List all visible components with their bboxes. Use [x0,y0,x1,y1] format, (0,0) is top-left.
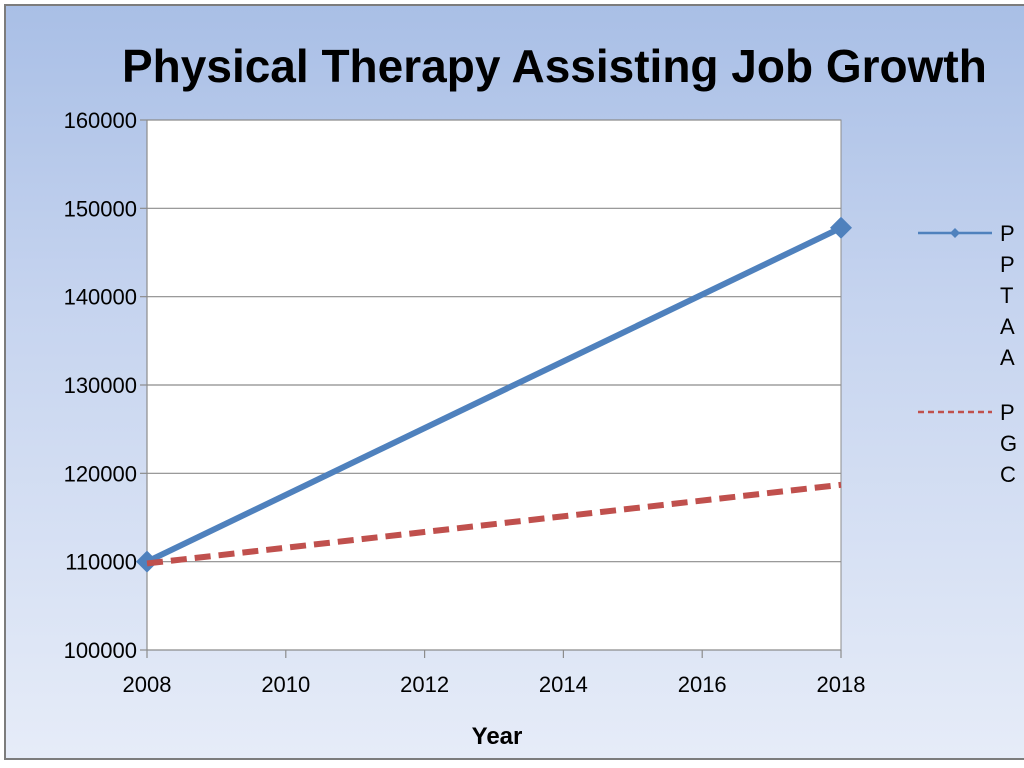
x-tick-label: 2010 [261,672,310,697]
legend-series-2-label: C [1000,462,1016,487]
x-axis-ticks: 2008 2010 2012 2014 2016 2018 [123,650,866,697]
legend-series-1-label: P [1000,252,1015,277]
line-chart: Physical Therapy Assisting Job Growth 10… [64,40,1018,750]
x-tick-label: 2008 [123,672,172,697]
gridlines [147,119,841,563]
y-tick-label: 150000 [64,196,137,221]
y-tick-label: 120000 [64,461,137,486]
x-tick-label: 2016 [678,672,727,697]
chart-title: Physical Therapy Assisting Job Growth [122,40,987,92]
legend-series-2-label: G [1000,431,1017,456]
x-tick-label: 2014 [539,672,588,697]
series-1-line [145,225,843,565]
y-tick-label: 160000 [64,108,137,133]
legend-series-1-marker [950,228,960,238]
x-axis-title: Year [472,723,523,750]
x-tick-label: 2012 [400,672,449,697]
x-tick-label: 2018 [817,672,866,697]
y-axis-ticks: 100000 110000 120000 130000 140000 150000 1600… [64,108,147,663]
legend-series-1-label: A [1000,314,1015,339]
y-tick-label: 130000 [64,373,137,398]
chart-frame: Physical Therapy Assisting Job Growth 10… [4,4,1024,760]
y-tick-label: 110000 [65,550,137,575]
legend-series-1-label: P [1000,221,1015,246]
y-tick-label: 100000 [64,638,137,663]
legend-series-2-label: P [1000,400,1015,425]
legend-series-1-label: T [1000,283,1013,308]
series-lines [136,216,852,573]
series-1-point-2 [830,216,852,239]
y-tick-label: 140000 [64,285,137,310]
series-2-line [146,481,842,567]
legend-series-1-label: A [1000,345,1015,370]
